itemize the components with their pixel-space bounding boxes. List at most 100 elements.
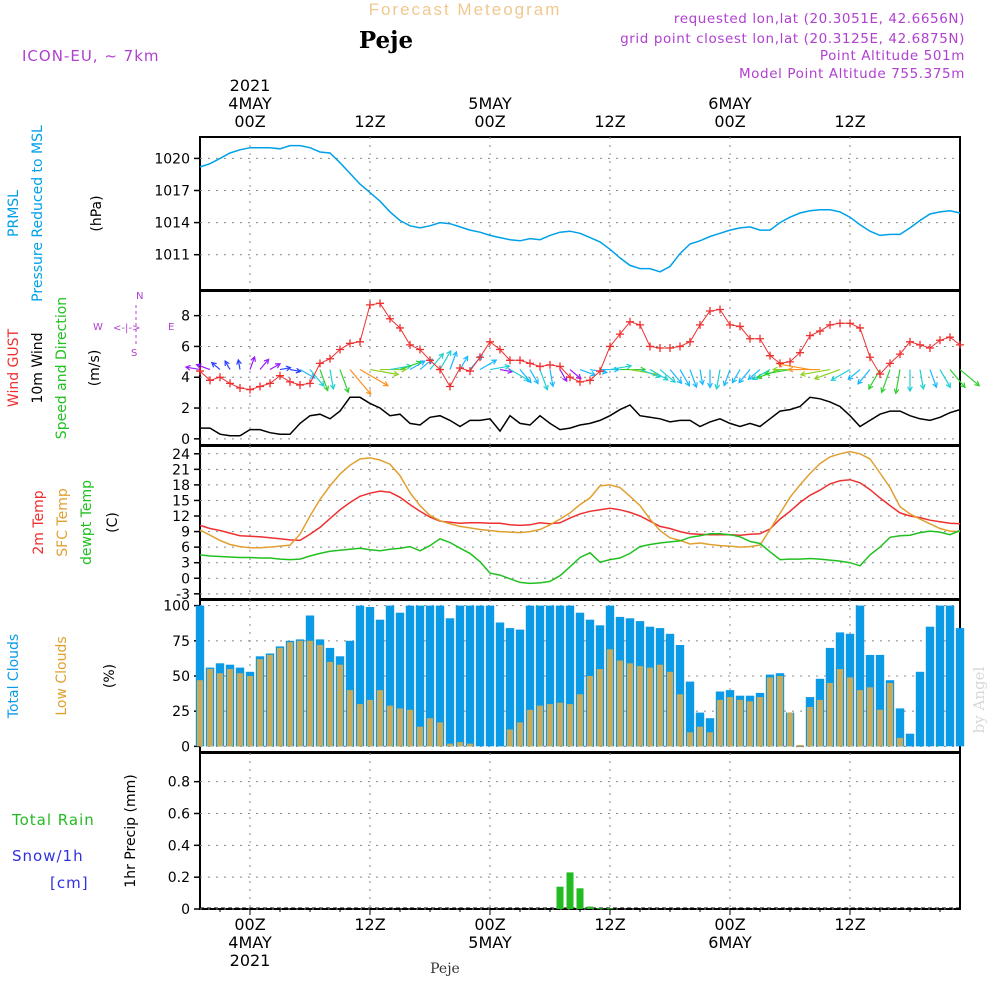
low-cloud-bar <box>337 665 343 747</box>
ytick-label: 50 <box>172 669 190 685</box>
ytick-label: 18 <box>172 478 190 494</box>
total-cloud-bar <box>496 623 504 747</box>
gust-marker <box>576 378 584 386</box>
wind-arrow <box>350 370 371 395</box>
gust-marker <box>376 299 384 307</box>
low-cloud-bar <box>367 700 373 746</box>
gust-marker <box>226 379 234 387</box>
ytick-label: 21 <box>172 462 190 478</box>
wind-arrows <box>186 351 979 394</box>
low-cloud-bar <box>827 683 833 746</box>
low-cloud-bar <box>577 694 583 746</box>
ytick-label: 9 <box>181 525 190 541</box>
gust-marker <box>446 382 454 390</box>
ytick-label: 0.4 <box>168 838 190 854</box>
total-cloud-bar <box>446 618 454 746</box>
low-cloud-bar <box>407 710 413 747</box>
low-cloud-bar <box>747 701 753 746</box>
low-cloud-bar <box>527 710 533 747</box>
gust-marker <box>816 327 824 335</box>
low-cloud-bar <box>877 710 883 747</box>
gust-marker <box>656 344 664 352</box>
ytick-label: 0.8 <box>168 775 190 791</box>
time-label-top: 12Z <box>354 112 385 131</box>
low-cloud-bar <box>607 649 613 746</box>
low-cloud-bar <box>557 703 563 747</box>
low-cloud-bar <box>547 704 553 746</box>
low-cloud-bar <box>767 677 773 746</box>
y-axis-label: (%) <box>102 664 118 688</box>
low-cloud-bar <box>597 669 603 746</box>
low-cloud-bar <box>617 661 623 747</box>
time-label-bottom: 00Z <box>474 915 505 934</box>
total-cloud-bar <box>946 606 954 747</box>
time-label-bottom: 12Z <box>594 915 625 934</box>
low-cloud-bar <box>667 672 673 747</box>
ytick-label: 25 <box>172 704 190 720</box>
ytick-label: 0 <box>181 571 190 587</box>
low-cloud-bar <box>637 666 643 746</box>
ytick-label: 1017 <box>154 183 190 199</box>
gust-marker <box>846 319 854 327</box>
low-cloud-bar <box>677 694 683 746</box>
low-cloud-bar <box>277 648 283 747</box>
time-label-top: 4MAY <box>228 94 272 113</box>
ytick-label: 1014 <box>154 216 190 232</box>
gust-marker <box>406 341 414 349</box>
compass-e: E <box>168 322 174 333</box>
gust-marker <box>306 379 314 387</box>
ytick-label: 15 <box>172 493 190 509</box>
low-cloud-bar <box>297 641 303 747</box>
low-cloud-bar <box>517 722 523 746</box>
low-cloud-bar <box>737 700 743 746</box>
header: Forecast Meteogram Peje ICON-EU, ~ 7km r… <box>22 0 988 977</box>
low-cloud-bar <box>507 730 513 747</box>
low-cloud-bar <box>797 745 803 746</box>
ytick-label: 3 <box>181 556 190 572</box>
low-cloud-bar <box>857 690 863 746</box>
rain-bar <box>587 907 594 909</box>
wind-arrow <box>882 370 890 393</box>
legend-snow: Snow/1h <box>12 847 84 865</box>
gust-marker <box>466 367 474 375</box>
panel-temperature: -3036912151821242m Temp SFC Temp dewpt Tem… <box>31 446 960 603</box>
total-cloud-bar <box>416 606 424 747</box>
gust-marker <box>676 342 684 350</box>
low-cloud-bar <box>217 673 223 746</box>
y-axis-label: PRMSL <box>6 190 22 237</box>
pressure-line <box>200 146 960 272</box>
time-label-bottom: 6MAY <box>708 933 752 952</box>
low-cloud-bar <box>627 663 633 746</box>
ytick-label: 24 <box>172 447 190 463</box>
ytick-label: 8 <box>181 309 190 325</box>
meteogram-canvas: Forecast Meteogram Peje ICON-EU, ~ 7km r… <box>0 0 1000 1000</box>
footer-station: Peje <box>430 961 460 977</box>
time-label-top: 6MAY <box>708 94 752 113</box>
gust-marker <box>776 359 784 367</box>
legend-total-rain: Total Rain <box>11 811 95 829</box>
gust-marker <box>216 373 224 381</box>
y-axis-label: dewpt Temp <box>79 480 95 565</box>
gust-marker <box>956 341 964 349</box>
wind-arrow <box>340 370 348 393</box>
time-label-bottom: 00Z <box>714 915 745 934</box>
y-axis-label: (m/s) <box>87 350 103 387</box>
y-axis-label: 2m Temp <box>31 490 47 554</box>
time-label-top: 00Z <box>714 112 745 131</box>
panel-frame <box>200 137 960 290</box>
gust-marker <box>526 359 534 367</box>
time-label-bottom: 4MAY <box>228 933 272 952</box>
station-name: Peje <box>359 27 413 54</box>
panel-frame <box>200 291 960 445</box>
time-label-bottom: 00Z <box>234 915 265 934</box>
wind-arrow <box>480 360 496 369</box>
wind-arrow <box>370 370 398 375</box>
gust-marker <box>696 321 704 329</box>
grid <box>200 137 960 290</box>
time-label-bottom: 12Z <box>354 915 385 934</box>
low-cloud-bar <box>457 742 463 746</box>
low-cloud-bar <box>717 700 723 746</box>
model-name: ICON-EU, ~ 7km <box>22 47 160 65</box>
gust-marker <box>366 301 374 309</box>
legend-snow-unit: [cm] <box>50 874 89 892</box>
